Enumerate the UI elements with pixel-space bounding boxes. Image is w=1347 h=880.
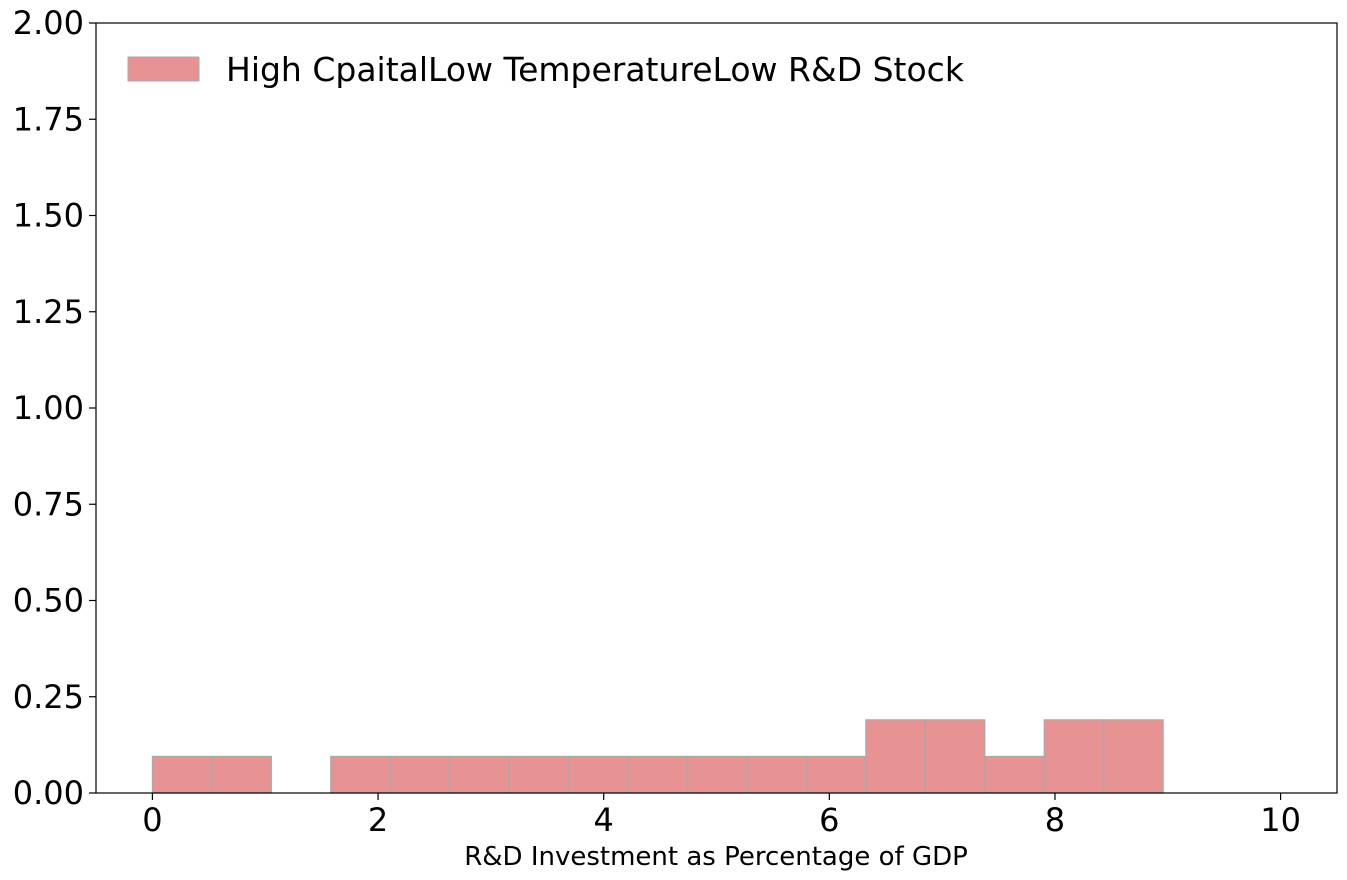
plot-frame bbox=[95, 22, 1338, 794]
y-axis: 0.00 0.25 0.50 0.75 1.00 1.25 1.50 1.75 2.00 bbox=[13, 4, 96, 812]
legend-label: High CpaitalLow TemperatureLow R&D Stock bbox=[226, 50, 965, 89]
histogram-bar bbox=[805, 755, 867, 794]
y-tick-label: 0.25 bbox=[13, 678, 84, 716]
histogram-bar bbox=[1103, 719, 1164, 794]
histogram-bar bbox=[567, 755, 629, 794]
y-tick-label: 1.25 bbox=[13, 293, 84, 331]
y-tick-label: 1.75 bbox=[13, 100, 84, 138]
x-tick-label: 4 bbox=[594, 801, 614, 839]
x-axis: 0 2 4 6 8 10 bbox=[142, 793, 1301, 839]
x-tick-label: 10 bbox=[1260, 801, 1301, 839]
histogram-bar bbox=[330, 755, 391, 794]
x-tick-label: 2 bbox=[368, 801, 388, 839]
x-axis-label: R&D Investment as Percentage of GDP bbox=[464, 842, 968, 872]
histogram-bar bbox=[686, 755, 748, 794]
histogram-bar bbox=[627, 755, 689, 794]
x-tick-label: 0 bbox=[142, 801, 162, 839]
histogram-bar bbox=[746, 755, 808, 794]
y-tick-label: 1.50 bbox=[13, 197, 84, 235]
histogram-bar bbox=[151, 755, 213, 794]
x-tick-label: 8 bbox=[1045, 801, 1065, 839]
histogram-bar bbox=[449, 755, 510, 794]
legend-swatch bbox=[127, 56, 200, 82]
legend: High CpaitalLow TemperatureLow R&D Stock bbox=[127, 50, 965, 89]
histogram-bar bbox=[389, 755, 451, 794]
y-tick-label: 0.00 bbox=[13, 774, 84, 812]
histogram-bar bbox=[508, 755, 570, 794]
x-tick-label: 6 bbox=[819, 801, 839, 839]
y-tick-label: 1.00 bbox=[13, 389, 84, 427]
histogram-bar bbox=[984, 755, 1045, 794]
histogram-bar bbox=[211, 755, 272, 794]
y-tick-label: 0.50 bbox=[13, 582, 84, 620]
y-tick-label: 0.75 bbox=[13, 485, 84, 523]
bars-layer bbox=[151, 719, 1164, 794]
histogram-bar bbox=[924, 719, 986, 794]
y-tick-label: 2.00 bbox=[13, 4, 84, 42]
histogram-bar bbox=[1043, 719, 1105, 794]
histogram-bar bbox=[865, 719, 926, 794]
